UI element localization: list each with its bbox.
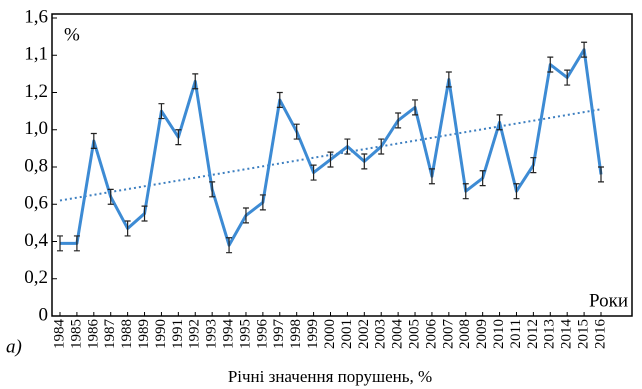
error-bar — [107, 188, 114, 205]
x-tick-label: 2002 — [356, 319, 372, 349]
error-bar — [57, 235, 63, 252]
error-bar — [462, 183, 469, 200]
x-tick-label: 2011 — [508, 319, 524, 348]
error-bar — [293, 123, 300, 140]
x-tick-label: 2001 — [339, 319, 355, 349]
x-tick-label: 1997 — [271, 319, 287, 350]
plot-frame — [51, 13, 633, 317]
error-bar — [479, 170, 486, 187]
y-tick-label: 0,6 — [24, 193, 48, 214]
error-bar — [344, 138, 351, 155]
x-tick-label: 2016 — [592, 319, 608, 350]
y-unit: % — [64, 24, 80, 45]
error-bar — [496, 114, 503, 131]
y-tick-label: 0,2 — [24, 267, 48, 288]
error-bar — [310, 164, 317, 181]
x-tick-label: 2007 — [440, 319, 456, 350]
panel-label: а) — [6, 336, 22, 357]
error-bar — [226, 237, 233, 254]
x-tick-label: 2015 — [576, 319, 592, 349]
x-tick-label: 1998 — [288, 319, 304, 349]
x-axis-label: Роки — [589, 290, 628, 311]
x-tick-label: 1999 — [305, 319, 321, 349]
error-bar — [276, 91, 283, 108]
error-bar — [547, 56, 554, 73]
y-tick-label: 0,8 — [24, 155, 48, 176]
error-bar — [445, 71, 452, 88]
caption: Річні значення порушень, % — [228, 367, 432, 386]
x-tick-label: 1993 — [204, 319, 220, 349]
y-tick-label: 1,0 — [24, 118, 48, 139]
error-bar — [513, 183, 520, 200]
x-tick-label: 2008 — [457, 319, 473, 349]
error-bar — [259, 194, 266, 211]
x-tick-label: 2014 — [559, 319, 575, 350]
x-tick-label: 1991 — [170, 319, 186, 349]
error-bar — [73, 235, 80, 252]
x-tick-label: 2009 — [474, 319, 490, 349]
y-tick-label: 1,6 — [24, 6, 48, 27]
x-tick-label: 1988 — [119, 319, 135, 349]
x-tick-label: 2005 — [406, 319, 422, 349]
x-tick-label: 2000 — [322, 319, 338, 349]
error-bar — [242, 207, 249, 224]
x-tick-label: 1986 — [85, 319, 101, 350]
error-bar — [90, 132, 97, 149]
error-bar — [124, 220, 131, 237]
x-tick-label: 1995 — [237, 319, 253, 349]
error-bar — [327, 151, 334, 168]
x-tick-label: 2012 — [525, 319, 541, 349]
error-bar — [209, 181, 216, 198]
error-bar — [581, 41, 588, 58]
x-tick-label: 1985 — [68, 319, 84, 349]
x-tick-label: 1990 — [153, 319, 169, 349]
error-bar — [361, 153, 368, 170]
error-bar — [598, 166, 604, 183]
x-tick-label: 2004 — [390, 319, 406, 350]
y-tick-label: 1,1 — [24, 44, 48, 65]
error-bar — [175, 129, 182, 146]
x-tick-label: 2003 — [373, 319, 389, 349]
x-tick-label: 2006 — [423, 319, 439, 350]
x-tick-label: 1996 — [254, 319, 270, 350]
y-tick-label: 1,2 — [24, 81, 48, 102]
error-bar — [564, 69, 571, 86]
x-tick-label: 1984 — [51, 319, 67, 350]
y-tick-label: 0 — [39, 304, 49, 325]
error-bar — [158, 103, 165, 120]
error-bar — [192, 73, 199, 90]
y-tick-label: 0,4 — [24, 230, 48, 251]
error-bar — [412, 99, 419, 116]
x-tick-label: 2010 — [491, 319, 507, 349]
x-tick-label: 2013 — [542, 319, 558, 349]
error-bar — [530, 157, 537, 174]
x-tick-label: 1992 — [187, 319, 203, 349]
data-line — [60, 48, 603, 247]
x-tick-label: 1989 — [136, 319, 152, 349]
x-tick-label: 1987 — [102, 319, 118, 350]
error-bar — [378, 138, 385, 155]
error-bar — [395, 112, 402, 129]
error-bar — [141, 205, 148, 222]
x-tick-label: 1994 — [221, 319, 237, 350]
error-bar — [428, 168, 435, 185]
